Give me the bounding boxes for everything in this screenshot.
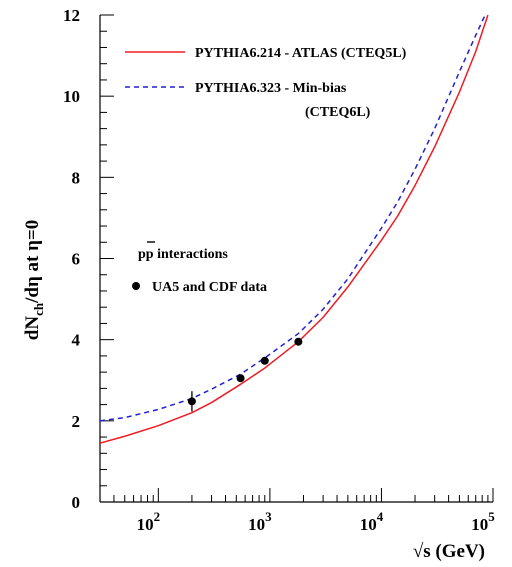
series-line-1 <box>100 15 489 444</box>
x-axis-ticks: 102 103 104 105 <box>99 488 495 534</box>
data-point <box>236 374 245 383</box>
legend: PYTHIA6.214 - ATLAS (CTEQ5L) PYTHIA6.323… <box>125 46 407 120</box>
y-tick-label: 12 <box>63 6 80 25</box>
y-axis-title: dNch/dη at η=0 <box>22 220 46 340</box>
x-tick-label: 103 <box>248 509 272 534</box>
legend-label-series-2: PYTHIA6.323 - Min-bias <box>195 81 347 96</box>
x-tick-exponent: 4 <box>377 509 384 524</box>
y-axis-ticks: 0 2 4 6 8 10 12 <box>63 6 114 512</box>
series-line-2 <box>100 15 486 422</box>
x-tick-exponent: 3 <box>265 509 272 524</box>
x-tick-base: 10 <box>248 515 265 534</box>
process-annotation: pp interactions <box>138 247 228 262</box>
y-tick-label: 6 <box>72 250 81 269</box>
series-lines <box>100 15 489 444</box>
data-points <box>187 337 303 412</box>
data-point <box>187 397 196 406</box>
x-tick-base: 10 <box>360 515 377 534</box>
legend-label-series-1: PYTHIA6.214 - ATLAS (CTEQ5L) <box>195 46 407 61</box>
x-tick-label: 102 <box>137 509 161 534</box>
legend-label-series-2-line2: (CTEQ6L) <box>305 105 371 120</box>
data-label: UA5 and CDF data <box>152 280 267 295</box>
x-tick-base: 10 <box>137 515 154 534</box>
x-tick-label: 105 <box>471 509 495 534</box>
y-axis-title-sub: ch <box>31 302 46 316</box>
legend-marker-data <box>132 282 140 290</box>
y-axis-title-rest: /dη at η=0 <box>22 220 43 304</box>
x-axis-title: √s (GeV) <box>413 541 485 562</box>
process-rest: interactions <box>154 247 229 262</box>
x-tick-exponent: 2 <box>154 509 161 524</box>
y-axis-title-main: dN <box>22 316 43 341</box>
y-tick-label: 4 <box>72 331 81 350</box>
x-tick-label: 104 <box>360 509 384 534</box>
x-tick-exponent: 5 <box>488 509 495 524</box>
y-tick-label: 10 <box>63 87 80 106</box>
y-tick-label: 2 <box>72 412 81 431</box>
process-main: pp <box>138 247 154 262</box>
y-tick-label: 8 <box>72 168 81 187</box>
x-tick-base: 10 <box>471 515 488 534</box>
data-point <box>260 356 269 365</box>
y-tick-label: 0 <box>72 493 81 512</box>
annotation: pp interactions UA5 and CDF data <box>132 241 267 295</box>
data-point <box>294 337 303 346</box>
